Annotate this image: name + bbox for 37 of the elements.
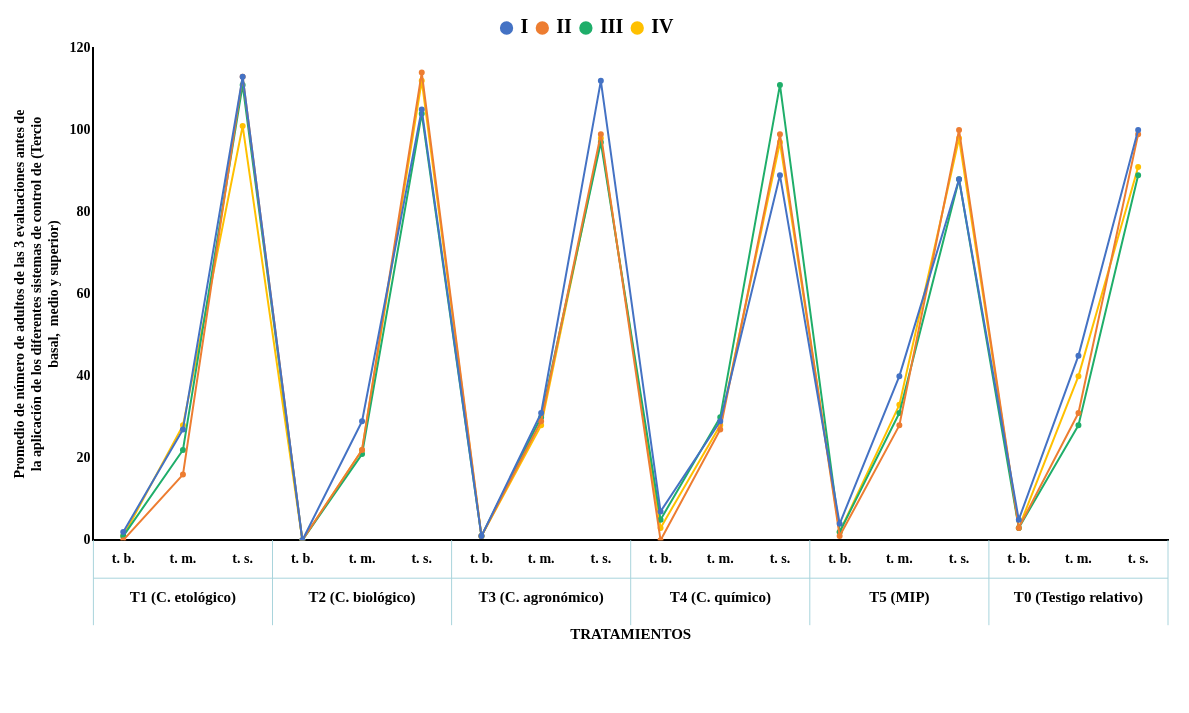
text: T0 (Testigo relativo) bbox=[1013, 589, 1144, 607]
x-axis-title: TRATAMIENTOS bbox=[570, 625, 692, 642]
y-axis-title: Promedio de número de adultos de las 3 evaluaciones antes de la aplicación de los diferentes sistemas de control de (Tercio basal, medio y superior) bbox=[12, 109, 62, 479]
x-tick-label: t. b. bbox=[469, 551, 493, 567]
x-tick-label: t. b. bbox=[290, 551, 314, 567]
x-tick-label: t. s. bbox=[590, 551, 612, 567]
y-tick-label: 120 bbox=[69, 39, 91, 55]
x-tick-label: t. m. bbox=[885, 551, 913, 567]
x-tick-label: t. s. bbox=[232, 551, 253, 567]
x-tick-label: t. s. bbox=[1127, 551, 1149, 567]
text: T5 (MIP) bbox=[869, 589, 930, 607]
y-tick-label: 80 bbox=[76, 203, 91, 219]
x-tick-label: t. b. bbox=[1007, 551, 1031, 567]
x-tick-label: t. m. bbox=[1065, 551, 1092, 567]
legend-label: I bbox=[520, 15, 529, 38]
legend-label: II bbox=[556, 15, 573, 38]
x-tick-label: t. b. bbox=[111, 551, 135, 567]
text: T4 (C. químico) bbox=[669, 589, 771, 607]
y-tick-label: 40 bbox=[76, 367, 91, 383]
x-tick-label: t. m. bbox=[706, 551, 734, 567]
y-tick-label: 100 bbox=[69, 121, 91, 137]
text: T2 (C. biológico) bbox=[308, 589, 416, 607]
x-tick-label: t. m. bbox=[169, 551, 197, 567]
y-tick-label: 20 bbox=[76, 449, 91, 465]
x-tick-label: t. s. bbox=[769, 551, 791, 567]
text: T3 (C. agronómico) bbox=[478, 589, 604, 607]
x-tick-label: t. m. bbox=[348, 551, 376, 567]
y-tick-label: 0 bbox=[83, 531, 91, 547]
y-tick-label: 60 bbox=[76, 285, 91, 301]
legend-label: IV bbox=[651, 15, 675, 38]
x-tick-label: t. b. bbox=[828, 551, 852, 567]
x-tick-label: t. b. bbox=[649, 551, 673, 567]
x-tick-label: t. s. bbox=[948, 551, 970, 567]
text: T1 (C. etológico) bbox=[129, 589, 237, 607]
legend-label: III bbox=[599, 15, 624, 38]
x-tick-label: t. m. bbox=[527, 551, 555, 567]
x-tick-label: t. s. bbox=[411, 551, 433, 567]
